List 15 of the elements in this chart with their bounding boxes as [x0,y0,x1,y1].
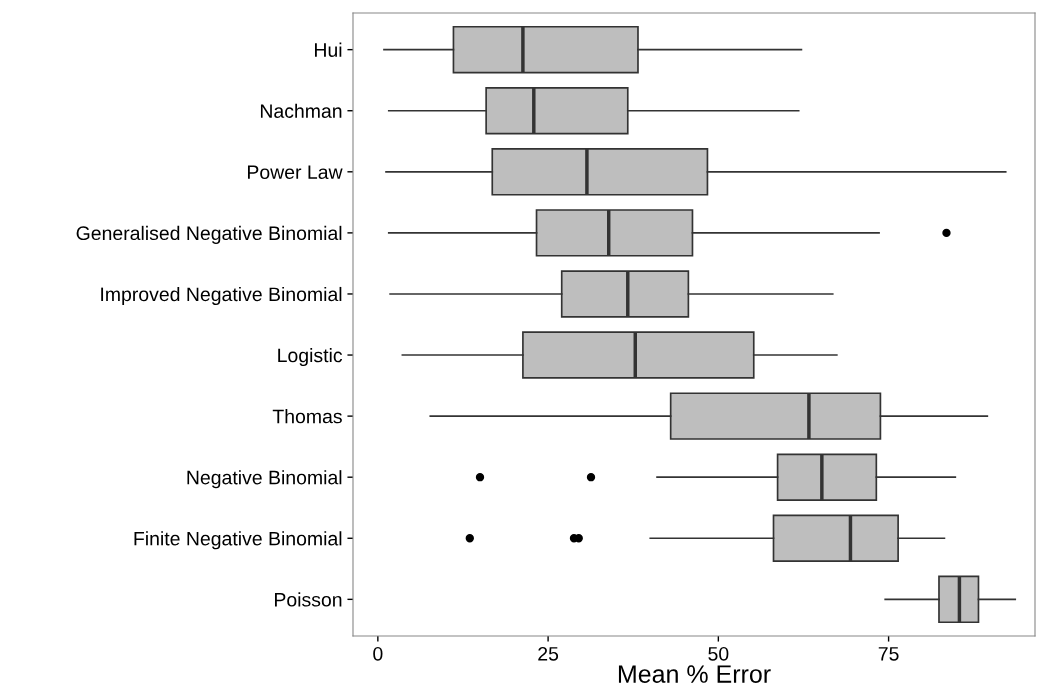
x-tick-label: 0 [373,646,383,661]
x-tick-label: 50 [708,646,729,661]
x-axis-title: Mean % Error [618,665,771,683]
y-tick-label: Poisson [275,592,342,607]
y-tick-label: Finite Negative Binomial [134,531,342,550]
y-tick-label: Hui [315,42,342,57]
x-tick-label: 75 [878,647,899,661]
y-tick-label: Generalised Negative Binomial [76,225,342,244]
y-tick-label: Logistic [278,347,343,367]
x-tick-label: 25 [538,646,559,661]
y-tick-label: Negative Binomial [187,470,342,489]
y-tick-label: Thomas [272,409,342,424]
y-tick-label: Power Law [248,165,343,180]
y-tick-label: Improved Negative Binomial [101,286,342,306]
y-tick-label: Nachman [260,103,342,118]
